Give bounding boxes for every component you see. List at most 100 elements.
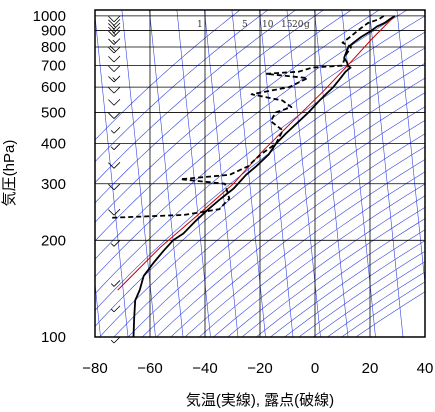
y-tick-label: 700: [41, 58, 66, 75]
isotherm-line: [369, 10, 404, 337]
y-tick-label: 1000: [33, 8, 66, 25]
wind-barb-shaft: [113, 65, 121, 72]
dry-adiabat-line: [312, 261, 425, 337]
wind-barb-flag: [108, 209, 115, 216]
isotherm-line: [95, 12, 129, 337]
wind-barb-flag: [108, 112, 115, 119]
wind-barb-shaft: [113, 240, 121, 247]
wind-barb: [110, 143, 121, 150]
wind-barb: [108, 98, 121, 106]
isotherm-line: [424, 10, 425, 19]
wind-barb-shaft: [113, 208, 121, 216]
wind-barb-flag: [108, 65, 115, 72]
isotherm-line: [176, 10, 211, 337]
isotherm-line: [231, 10, 266, 337]
wind-barb-shaft: [113, 75, 121, 83]
temperature-line: [132, 15, 396, 337]
wind-barb-flag: [110, 339, 115, 344]
mixing-ratio-label: g: [304, 20, 310, 30]
wind-barb-flag: [110, 283, 115, 287]
wind-barb-flag: [110, 308, 115, 313]
dewpoint-line: [110, 15, 385, 219]
y-tick-label: 600: [41, 79, 66, 96]
mixing-ratio-labels: 1 5 10 15 20 g: [197, 20, 310, 30]
x-tick-label: −60: [137, 360, 162, 377]
dry-adiabat-line: [326, 271, 425, 337]
wind-barb: [110, 280, 121, 287]
wind-barb-shaft: [113, 98, 121, 106]
y-axis-title: 気圧(hPa): [1, 140, 18, 207]
wind-barb-flag: [108, 99, 115, 106]
wind-barb: [108, 208, 121, 216]
dry-adiabat-line: [156, 133, 425, 337]
y-tick-label: 200: [41, 232, 66, 249]
dry-adiabat-line: [241, 207, 425, 337]
wind-barb: [110, 336, 121, 344]
dry-adiabat-line: [95, 10, 408, 260]
isotherm-line: [204, 10, 239, 337]
dry-adiabat-line: [227, 195, 425, 337]
parcel-line: [117, 15, 396, 291]
wind-barb: [108, 75, 121, 83]
mixing-ratio-label: 20: [292, 20, 304, 30]
isotherm-line: [314, 10, 349, 337]
isotherm-line: [121, 10, 156, 337]
mixing-ratio-label: 1: [197, 20, 203, 30]
dry-adiabat-line: [99, 77, 425, 337]
wind-barb: [110, 305, 121, 313]
wind-barb-shaft: [113, 112, 121, 119]
wind-barb: [110, 126, 121, 134]
y-tick-label: 800: [41, 39, 66, 56]
wind-barb-flag: [110, 243, 115, 247]
wind-barb-shaft: [113, 183, 121, 191]
dry-adiabat-line: [127, 106, 425, 337]
wind-barb: [108, 45, 121, 54]
isotherm-line: [286, 10, 321, 337]
wind-barb: [108, 30, 121, 37]
wind-barb-flag: [108, 162, 115, 169]
wind-barb-flag: [112, 31, 116, 36]
wind-barb: [108, 55, 121, 63]
x-tick-label: −20: [247, 360, 272, 377]
wind-barb-shaft: [113, 280, 121, 287]
wind-barb-flag: [108, 56, 115, 63]
wind-barb-shaft: [113, 126, 121, 134]
wind-barb: [110, 240, 121, 247]
dry-adiabat-line: [95, 47, 425, 311]
wind-barb: [108, 65, 121, 72]
dry-adiabat-line: [95, 10, 324, 204]
wind-barb-flag: [108, 183, 115, 191]
dry-adiabat-line: [95, 15, 425, 278]
data-lines: [110, 15, 396, 337]
mixing-ratio-label: 5: [242, 20, 248, 30]
wind-barb-flag: [108, 47, 115, 54]
wind-barb-shaft: [113, 15, 121, 23]
x-tick-label: −40: [192, 360, 217, 377]
wind-barb-shaft: [113, 30, 121, 37]
dry-adiabat-line: [95, 10, 352, 223]
wind-barb-shaft: [113, 46, 121, 54]
dry-adiabat-line: [198, 171, 425, 337]
wind-barb-flag: [109, 45, 116, 52]
x-tick-label: 0: [311, 360, 319, 377]
isotherm-line: [259, 10, 294, 337]
wind-barb-flag: [112, 77, 116, 81]
isotherm-line: [341, 10, 376, 337]
wind-barb-shaft: [113, 22, 121, 30]
mixing-ratio-label: 15: [281, 20, 293, 30]
dry-adiabat-line: [141, 120, 425, 337]
wind-barb-shaft: [113, 143, 121, 150]
plot-frame: [94, 9, 426, 338]
isotherm-line: [396, 10, 425, 287]
wind-barb: [108, 15, 121, 23]
y-tick-label: 900: [41, 23, 66, 40]
wind-barb-flag: [108, 76, 115, 83]
dry-adiabat-line: [95, 10, 269, 163]
dry-adiabat-line: [212, 183, 425, 337]
wind-barbs: [108, 15, 121, 344]
wind-barb-flag: [112, 39, 116, 44]
wind-barb-flag: [108, 87, 115, 94]
x-tick-label: −80: [82, 360, 107, 377]
wind-barb-shaft: [113, 19, 121, 26]
